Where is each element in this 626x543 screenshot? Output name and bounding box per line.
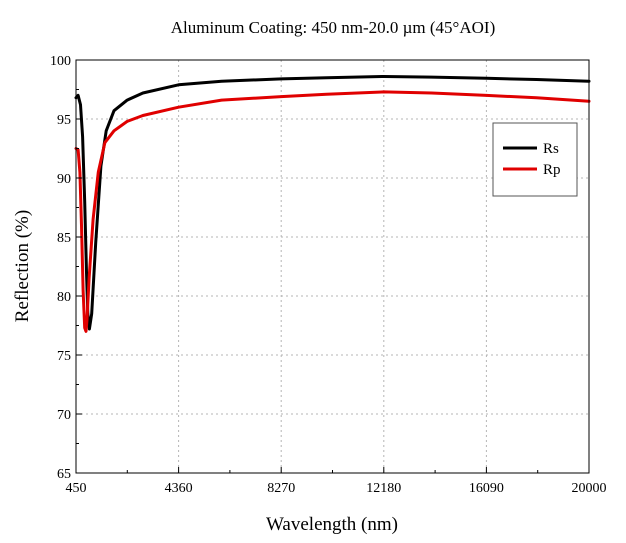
legend-box [492,122,578,197]
x-tick-label: 20000 [572,481,607,496]
legend-label-rp: Rp [543,162,561,178]
series-layer [74,75,591,333]
x-tick-label: 8270 [267,481,295,496]
x-tick-label: 450 [66,481,87,496]
series-line-rs [74,75,591,331]
plot-frame [75,59,590,474]
series-line-rp [74,90,591,333]
x-axis-title: Wavelength (nm) [266,514,398,535]
y-tick-label: 65 [57,467,71,482]
y-tick-label: 90 [57,172,71,187]
y-tick-label: 75 [57,349,71,364]
legend-label-rs: Rs [543,141,559,157]
x-tick-label: 16090 [469,481,504,496]
x-tick-label: 4360 [165,481,193,496]
chart-title: Aluminum Coating: 450 nm-20.0 µm (45°AOI… [171,18,495,37]
x-tick-label: 12180 [366,481,401,496]
y-tick-label: 85 [57,231,71,246]
y-tick-label: 95 [57,113,71,128]
grid [76,60,589,473]
y-tick-label: 100 [50,54,71,69]
y-tick-label: 70 [57,408,71,423]
axis-ticks: 65 70 75 80 85 90 95 100 450 4360 8270 12180 16090 20… [50,54,607,496]
legend: Rs Rp [492,122,578,197]
y-tick-label: 80 [57,290,71,305]
y-axis-title: Reflection (%) [12,210,33,322]
